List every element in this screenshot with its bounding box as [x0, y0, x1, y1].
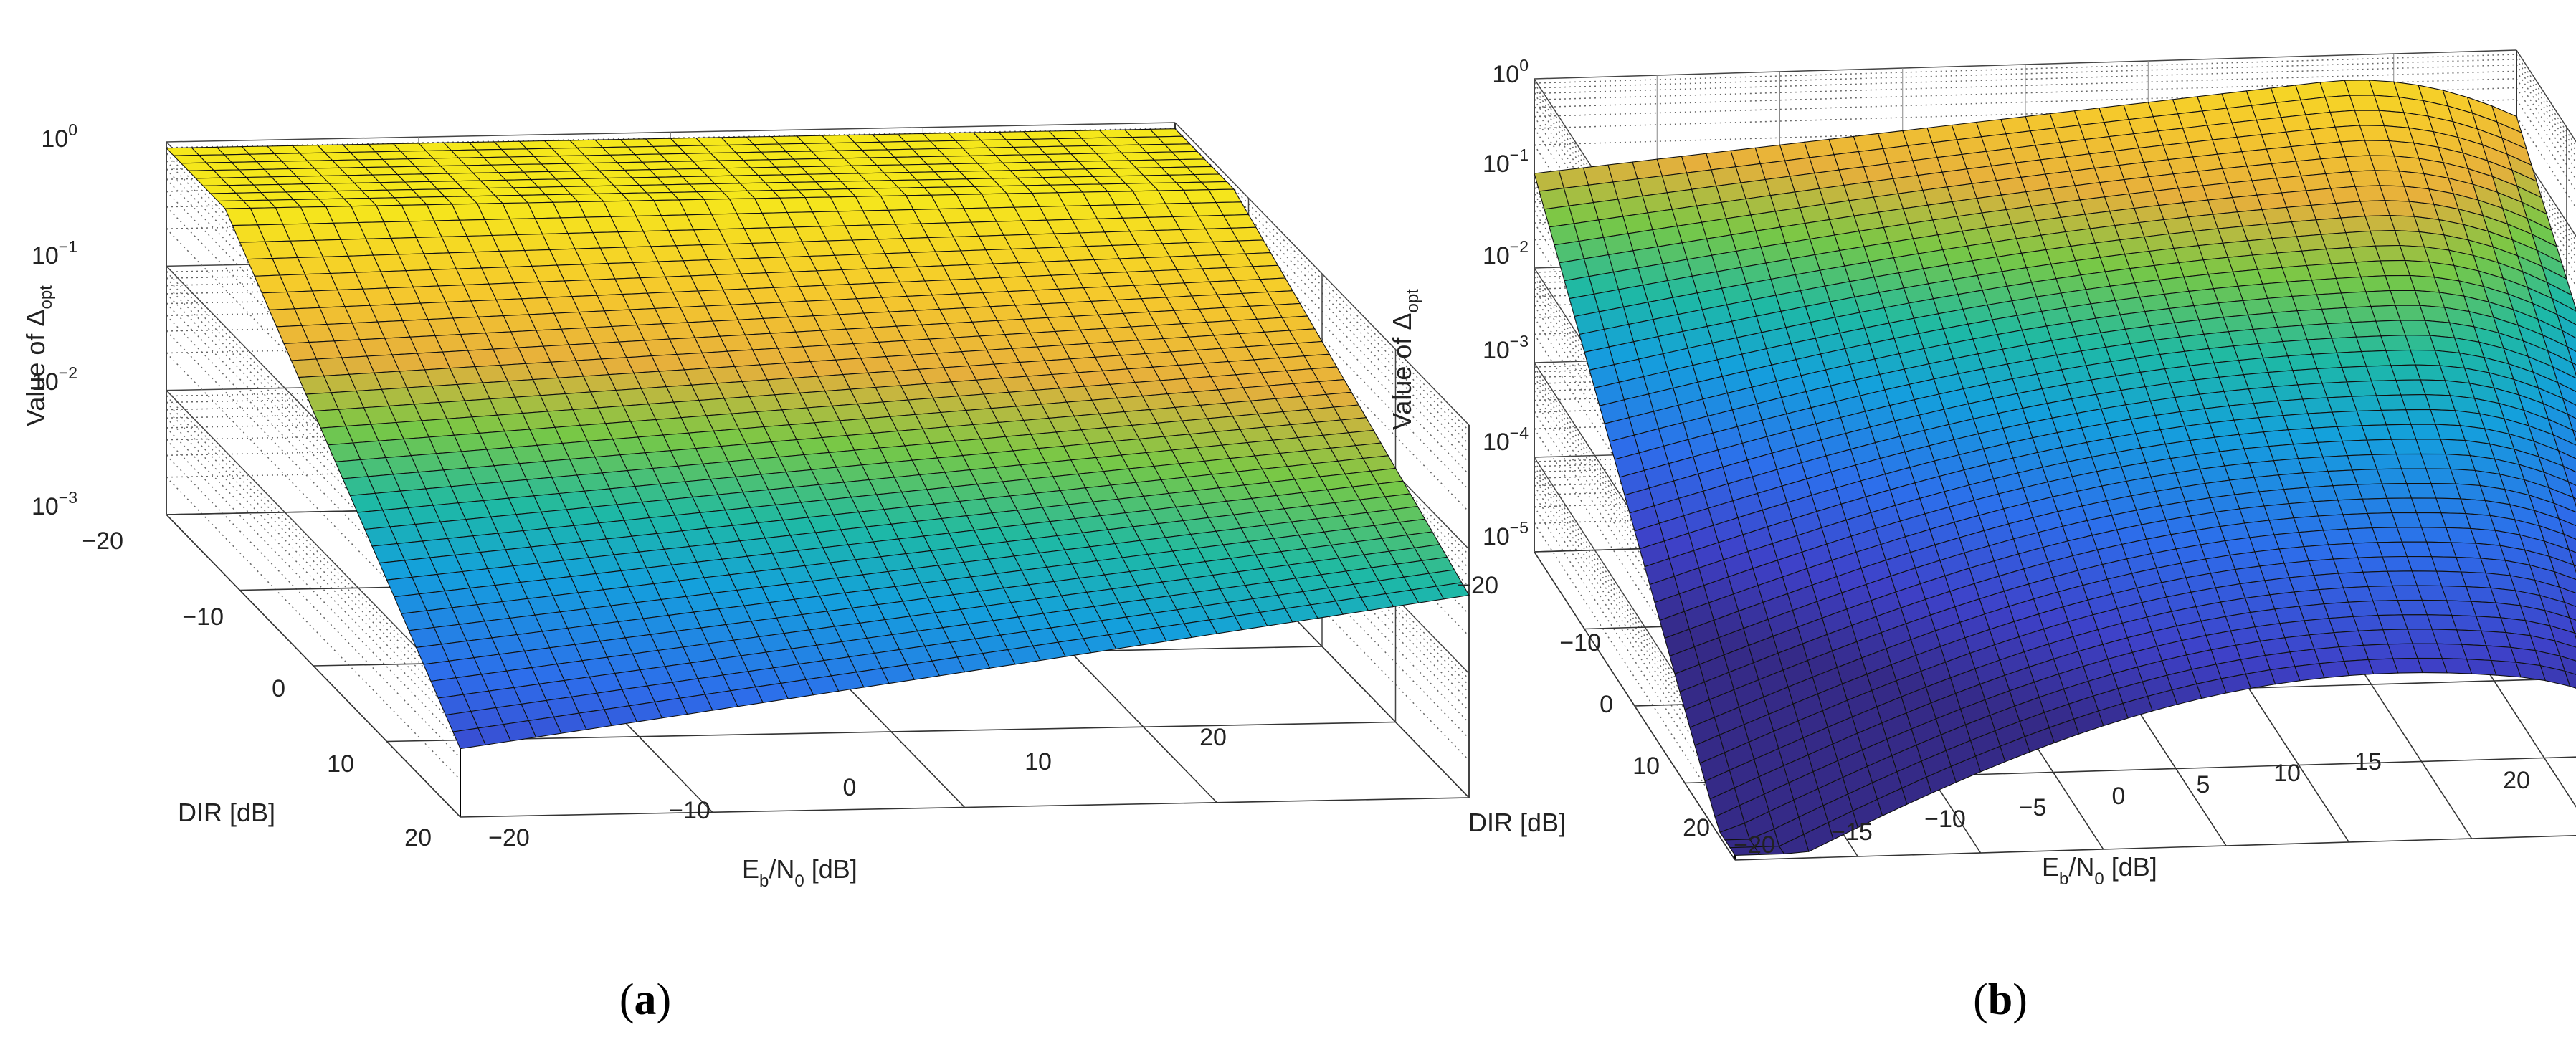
eb-tick-label: 10	[2273, 760, 2301, 787]
z-tick-label: 10−5	[1483, 518, 1529, 550]
z-tick-label: 100	[1492, 56, 1529, 88]
eb-tick-label: −10	[1924, 806, 1966, 833]
panel-a-caption: (a)	[619, 975, 671, 1024]
axis-line	[1534, 522, 1736, 832]
z-tick-label: 10−1	[1483, 145, 1529, 178]
dir-tick-label: −20	[1457, 572, 1498, 599]
dir-tick-label: 10	[327, 750, 354, 778]
axis-line	[2516, 115, 2576, 209]
z-tick-label: 10−4	[1483, 424, 1529, 456]
axis-line	[166, 427, 461, 731]
axis-line	[1534, 64, 2517, 95]
z-tick-label: 10−3	[32, 488, 77, 520]
panel-a: 100 10−1 10−2 10−3 Value of Δopt −20 −10…	[21, 120, 1470, 1024]
axis-line	[166, 396, 461, 699]
axis-line	[166, 390, 461, 694]
eb-tick-label: 20	[2503, 767, 2530, 794]
z-tick-label: 10−2	[32, 363, 77, 396]
axis-line	[2516, 99, 2576, 192]
dir-tick-label: 0	[272, 675, 285, 702]
dir-tick-label: 20	[1683, 814, 1710, 841]
axis-line	[2516, 159, 2576, 252]
axis-line	[166, 454, 461, 758]
panel-a-dir-ticks: −20 −10 0 10 20	[82, 527, 432, 851]
panel-a-surface	[165, 128, 1470, 750]
axis-line	[460, 797, 1470, 818]
panel-a-eb-ticks: −20 −10 0 10 20	[488, 724, 1227, 851]
eb-tick-label: 15	[2354, 748, 2382, 775]
eb-tick-label: −20	[488, 824, 530, 851]
z-tick-label: 10−2	[1483, 237, 1529, 269]
z-tick-label: 100	[41, 120, 77, 153]
panel-b-surface	[1534, 80, 2576, 856]
z-axis-label: Value of Δopt	[21, 285, 56, 426]
axis-line	[166, 417, 461, 721]
z-tick-label: 10−1	[32, 237, 77, 269]
dir-tick-label: 10	[1632, 753, 1660, 780]
eb-tick-label: −20	[1734, 831, 1775, 859]
eb-tick-label: −10	[669, 797, 710, 824]
axis-line	[2516, 144, 2576, 237]
axis-line	[1534, 59, 2517, 89]
axis-line	[2516, 87, 2576, 181]
axis-line	[2516, 78, 2576, 171]
eb-axis-label: Eb/N0 [dB]	[2042, 852, 2157, 889]
axis-line	[166, 477, 461, 780]
dir-axis-label: DIR [dB]	[1468, 808, 1566, 837]
axis-line	[1534, 70, 2517, 101]
surface-cell	[452, 727, 486, 750]
panel-b-caption: (b)	[1973, 975, 2028, 1024]
axis-line	[386, 721, 1396, 743]
dir-tick-label: 20	[404, 824, 432, 851]
axis-line	[166, 401, 461, 705]
axis-line	[2516, 59, 2576, 152]
eb-tick-label: 0	[2112, 783, 2126, 810]
eb-tick-label: 5	[2197, 771, 2210, 798]
axis-line	[1534, 54, 2517, 84]
axis-line	[166, 439, 461, 743]
eb-tick-label: 20	[1199, 724, 1227, 751]
dir-tick-label: 0	[1600, 691, 1613, 718]
axis-line	[2516, 65, 2576, 158]
axis-line	[2516, 49, 2576, 143]
dir-tick-label: −10	[1559, 629, 1601, 656]
axis-line	[166, 409, 461, 713]
z-tick-label: 10−3	[1483, 332, 1529, 364]
axis-line	[2516, 54, 2576, 147]
eb-tick-label: 0	[843, 774, 857, 801]
panel-a-z-ticks: 100 10−1 10−2 10−3	[32, 120, 77, 520]
panel-b: 100 10−1 10−2 10−3 10−4 10−5 Value of Δo…	[1387, 49, 2576, 1024]
axis-line	[2516, 70, 2576, 164]
axis-line	[2516, 153, 2576, 247]
axis-line	[2516, 165, 2576, 259]
panel-b-z-ticks: 100 10−1 10−2 10−3 10−4 10−5	[1483, 56, 1529, 550]
dir-tick-label: −10	[182, 603, 224, 631]
eb-tick-label: −15	[1831, 818, 1873, 846]
surface-cell	[1534, 170, 1565, 192]
eb-axis-label: Eb/N0 [dB]	[742, 854, 857, 891]
eb-tick-label: −5	[2019, 794, 2047, 821]
axis-line	[1734, 834, 2576, 861]
dir-axis-label: DIR [dB]	[178, 798, 275, 827]
dir-tick-label: −20	[82, 527, 123, 555]
axis-line	[2516, 148, 2576, 242]
eb-tick-label: 10	[1025, 748, 1052, 775]
